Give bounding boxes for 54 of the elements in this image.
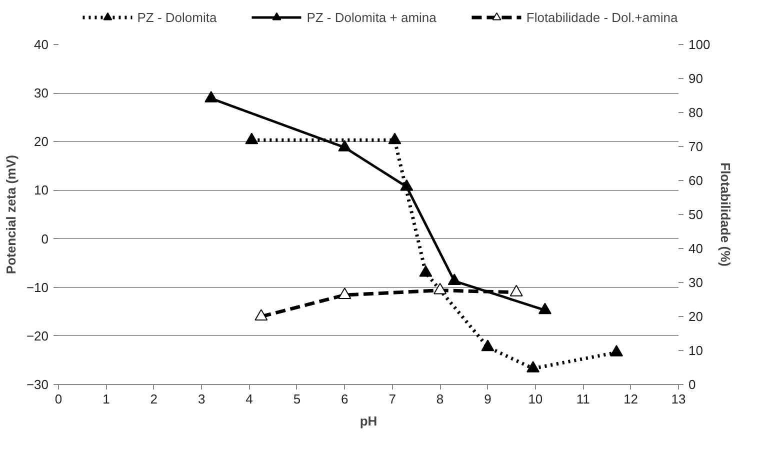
y-tick-label: 10 (34, 182, 49, 198)
x-tick-label: 0 (54, 392, 62, 406)
y2-tick-label: 0 (688, 377, 696, 392)
point (245, 132, 258, 144)
y2-tick-label: 50 (688, 207, 703, 222)
y2-tick-label: 40 (688, 241, 703, 256)
point (526, 361, 540, 372)
x-tick-label: 10 (528, 392, 543, 406)
y-tick-label: 20 (34, 134, 49, 150)
y2-tick-label: 30 (688, 275, 703, 290)
x-tick-label: 11 (576, 392, 590, 406)
y2-tick-label: 10 (688, 343, 703, 358)
y2-tick-label: 60 (688, 173, 703, 188)
point (434, 282, 447, 294)
point (204, 90, 218, 102)
x-tick-label: 8 (436, 392, 444, 406)
y2-tick-label: 100 (688, 37, 710, 52)
legend-label: PZ - Dolomita (137, 10, 217, 24)
y-tick-label: 0 (41, 231, 49, 246)
point (610, 345, 623, 356)
y2-tick-label: 20 (688, 309, 703, 324)
y2-tick-label: 70 (688, 139, 703, 154)
x-tick-label: 9 (484, 392, 492, 406)
y-tick-label: −10 (26, 280, 49, 295)
legend-label: Flotabilidade - Dol.+amina (526, 10, 678, 24)
point (481, 340, 494, 352)
x-tick-label: 13 (671, 392, 686, 406)
y-tick-label: 40 (34, 37, 49, 52)
y-axis-title: Potencial zeta (mV) (3, 154, 18, 274)
y-tick-label: −30 (26, 377, 49, 392)
point (510, 284, 523, 296)
y2-axis-title: Flotabilidade (%) (718, 162, 734, 266)
x-tick-label: 4 (246, 392, 253, 406)
y2-tick-label: 90 (688, 71, 703, 86)
point (448, 274, 461, 286)
y-tick-label: 30 (34, 86, 49, 101)
x-tick-label: 7 (388, 392, 396, 406)
point (254, 309, 268, 320)
legend-label: PZ - Dolomita + amina (306, 10, 436, 24)
point (400, 179, 414, 191)
x-tick-label: 2 (150, 392, 158, 406)
x-tick-label: 3 (198, 392, 206, 406)
y2-tick-label: 80 (688, 105, 703, 120)
point (419, 265, 432, 277)
x-tick-label: 12 (624, 392, 638, 406)
point (388, 132, 402, 144)
point (338, 140, 352, 152)
x-tick-label: 6 (341, 392, 348, 406)
y-tick-label: −20 (26, 328, 49, 344)
x-tick-label: 1 (102, 392, 110, 406)
x-axis-title: pH (360, 414, 378, 428)
point (538, 302, 552, 314)
x-tick-label: 5 (293, 392, 301, 406)
point (338, 288, 352, 300)
